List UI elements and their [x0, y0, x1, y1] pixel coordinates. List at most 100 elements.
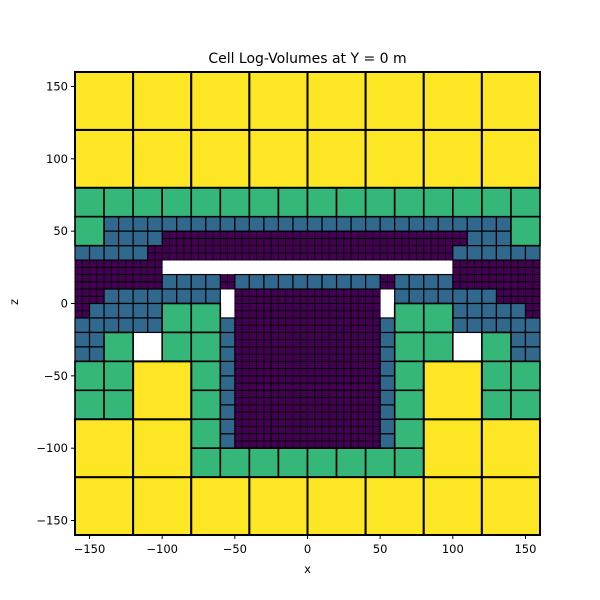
cell-size-40	[132, 476, 193, 537]
cell-size-10	[481, 302, 498, 319]
cell-size-10	[132, 317, 149, 334]
cell-size-5	[321, 411, 330, 420]
cell-size-5	[365, 230, 374, 239]
cell-size-5	[219, 237, 228, 247]
cell-size-5	[510, 266, 519, 275]
x-tick-label: 0	[304, 542, 311, 556]
cell-size-20	[190, 186, 222, 218]
cell-size-5	[357, 245, 367, 254]
cell-size-5	[299, 440, 308, 449]
cell-size-5	[270, 324, 279, 333]
cell-size-5	[278, 339, 287, 348]
cell-size-10	[510, 245, 527, 261]
cell-size-5	[437, 237, 446, 247]
cell-size-20	[422, 302, 454, 334]
cell-size-10	[219, 317, 236, 334]
cell-size-5	[372, 404, 381, 413]
cell-size-5	[227, 281, 236, 290]
cell-size-5	[263, 237, 272, 247]
cell-size-5	[248, 346, 258, 355]
cell-size-5	[357, 389, 367, 398]
cell-size-5	[408, 237, 417, 247]
cell-size-5	[263, 303, 272, 312]
cell-size-5	[74, 295, 83, 304]
cell-size-20	[510, 389, 541, 421]
cell-size-5	[430, 237, 439, 247]
cell-size-10	[466, 288, 483, 305]
cell-size-5	[394, 252, 403, 261]
cell-size-5	[365, 317, 374, 326]
cell-size-5	[263, 295, 272, 304]
cell-size-20	[422, 331, 454, 363]
cell-size-5	[532, 288, 541, 297]
cell-size-5	[321, 353, 330, 362]
cell-size-40	[306, 476, 367, 537]
cell-size-5	[372, 295, 381, 304]
cell-size-5	[357, 288, 367, 297]
cell-size-10	[306, 216, 323, 232]
x-tick-label: −100	[146, 542, 178, 556]
cell-size-5	[481, 274, 490, 283]
cell-size-10	[248, 216, 265, 232]
cell-size-5	[234, 288, 243, 297]
cell-size-5	[292, 353, 301, 362]
cell-size-5	[139, 274, 149, 283]
cell-size-5	[423, 245, 432, 254]
cell-size-10	[219, 216, 236, 232]
cell-size-10	[495, 317, 512, 334]
cell-size-5	[285, 310, 294, 319]
cell-size-5	[263, 382, 272, 391]
cell-size-5	[118, 281, 127, 290]
cell-size-5	[285, 295, 294, 304]
cell-size-10	[263, 216, 280, 232]
cell-size-5	[321, 303, 330, 312]
cell-size-5	[474, 281, 483, 290]
cell-size-5	[234, 418, 243, 427]
cell-size-5	[372, 426, 381, 435]
cell-size-10	[452, 302, 468, 319]
cell-size-5	[466, 259, 476, 268]
cell-size-5	[321, 440, 330, 449]
cell-size-5	[234, 389, 243, 398]
cell-size-5	[161, 252, 170, 261]
cell-size-5	[270, 411, 279, 420]
cell-size-5	[198, 245, 207, 254]
cell-size-10	[481, 317, 498, 334]
cell-size-5	[328, 411, 337, 420]
cell-size-5	[394, 230, 403, 239]
cell-size-5	[219, 281, 228, 290]
y-axis-label: z	[7, 299, 21, 305]
cell-size-5	[336, 237, 345, 247]
cell-size-5	[372, 440, 381, 449]
cell-size-5	[241, 368, 250, 377]
cell-size-5	[307, 418, 316, 427]
cell-size-5	[241, 339, 250, 348]
cell-size-5	[387, 237, 396, 247]
cell-size-5	[263, 339, 272, 348]
cell-size-5	[372, 230, 381, 239]
cell-size-5	[350, 440, 359, 449]
cell-size-5	[285, 382, 294, 391]
cell-size-5	[292, 346, 301, 355]
cell-size-5	[292, 288, 301, 297]
cell-size-5	[357, 440, 367, 449]
cell-size-10	[147, 302, 163, 319]
cell-size-5	[343, 397, 352, 406]
cell-size-5	[292, 375, 301, 384]
cell-size-5	[314, 404, 323, 413]
cell-size-5	[314, 332, 323, 341]
cell-size-5	[292, 418, 301, 427]
cell-size-10	[466, 245, 483, 261]
cell-size-5	[89, 259, 98, 268]
cell-size-5	[328, 404, 337, 413]
cell-size-5	[445, 230, 454, 239]
cell-size-20	[103, 360, 134, 392]
cell-size-5	[496, 274, 505, 283]
cell-size-10	[394, 216, 410, 232]
cell-size-5	[350, 332, 359, 341]
cell-size-5	[394, 237, 403, 247]
cell-size-10	[147, 317, 163, 334]
cell-size-5	[285, 418, 294, 427]
cell-size-5	[234, 375, 243, 384]
cell-size-10	[132, 245, 149, 261]
